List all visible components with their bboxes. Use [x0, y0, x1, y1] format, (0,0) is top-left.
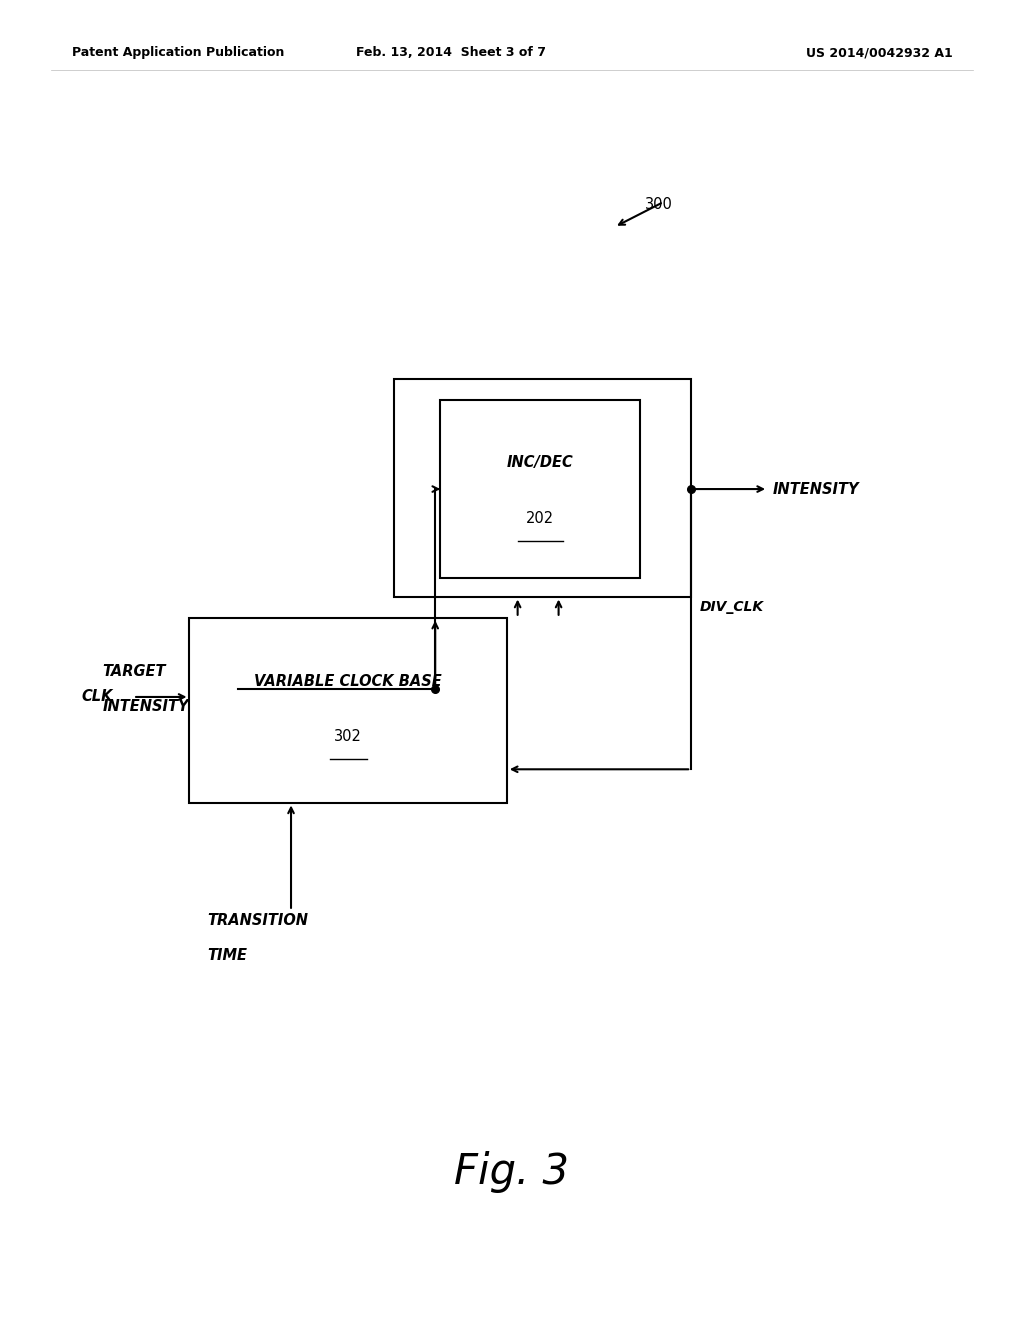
Text: VARIABLE CLOCK BASE: VARIABLE CLOCK BASE [254, 673, 442, 689]
Text: Feb. 13, 2014  Sheet 3 of 7: Feb. 13, 2014 Sheet 3 of 7 [355, 46, 546, 59]
Text: INC/DEC: INC/DEC [507, 455, 573, 470]
Bar [189, 618, 507, 803]
Text: Patent Application Publication: Patent Application Publication [72, 46, 284, 59]
Text: CLK: CLK [82, 689, 113, 705]
Text: TIME: TIME [207, 948, 247, 962]
Text: 300: 300 [645, 197, 673, 213]
Text: 202: 202 [526, 511, 554, 525]
Text: TRANSITION: TRANSITION [207, 913, 308, 928]
Bar [394, 379, 691, 597]
Text: 302: 302 [334, 729, 362, 744]
Bar [440, 400, 640, 578]
Text: Fig. 3: Fig. 3 [455, 1151, 569, 1193]
Text: INTENSITY: INTENSITY [102, 698, 189, 714]
Text: DIV_CLK: DIV_CLK [699, 601, 764, 614]
Text: TARGET: TARGET [102, 664, 166, 680]
Text: US 2014/0042932 A1: US 2014/0042932 A1 [806, 46, 952, 59]
Text: INTENSITY: INTENSITY [773, 482, 860, 496]
